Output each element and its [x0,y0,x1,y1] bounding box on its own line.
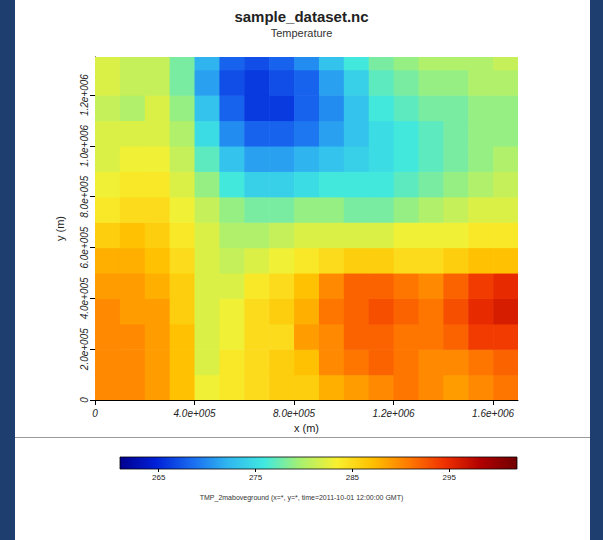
svg-text:1.2e+006: 1.2e+006 [79,74,90,116]
svg-text:TMP_2maboveground (x=*, y=*, t: TMP_2maboveground (x=*, y=*, time=2011-1… [200,494,404,502]
svg-text:sample_dataset.nc: sample_dataset.nc [234,8,368,25]
svg-text:Temperature: Temperature [271,27,333,39]
svg-text:x (m): x (m) [294,422,319,434]
svg-text:y (m): y (m) [54,216,66,241]
svg-text:8.0e+005: 8.0e+005 [273,408,315,419]
svg-text:4.0e+005: 4.0e+005 [79,277,90,319]
svg-text:265: 265 [152,473,166,482]
svg-text:6.0e+005: 6.0e+005 [79,226,90,268]
svg-text:275: 275 [249,473,263,482]
svg-text:1.2e+006: 1.2e+006 [373,408,415,419]
svg-text:2.0e+005: 2.0e+005 [79,328,90,371]
svg-text:8.0e+005: 8.0e+005 [79,175,90,217]
svg-text:4.0e+005: 4.0e+005 [174,408,216,419]
svg-text:285: 285 [346,473,360,482]
svg-text:0: 0 [79,397,90,403]
svg-text:1.0e+006: 1.0e+006 [79,125,90,167]
svg-text:1.6e+006: 1.6e+006 [472,408,514,419]
svg-text:0: 0 [92,408,98,419]
svg-text:295: 295 [443,473,457,482]
